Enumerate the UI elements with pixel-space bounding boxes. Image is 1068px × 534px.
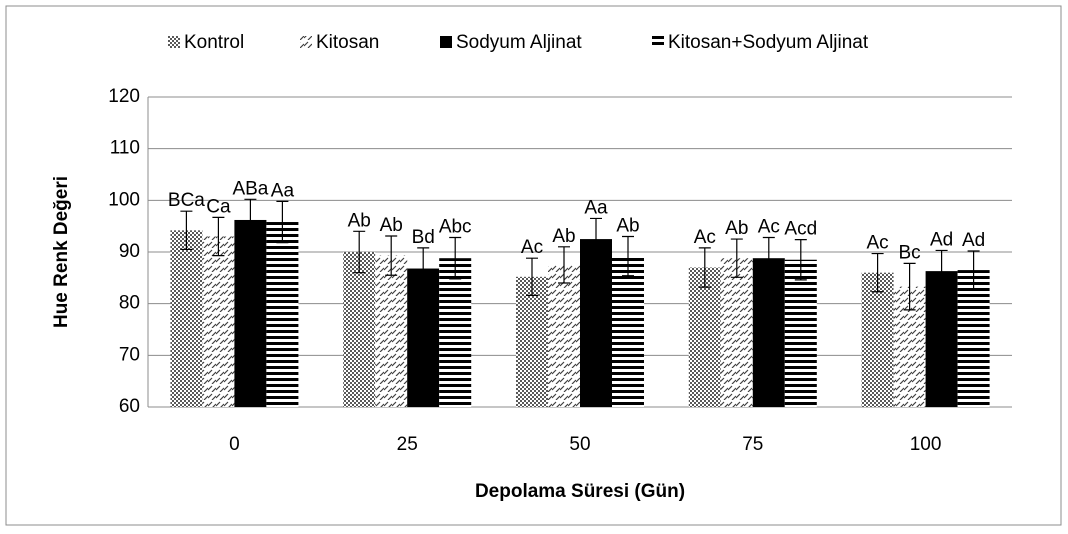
- y-tick-label: 80: [119, 293, 140, 314]
- bar: [720, 258, 753, 407]
- y-tick-label: 90: [119, 241, 140, 262]
- legend-swatch: [168, 36, 180, 48]
- error-bar: [903, 262, 916, 311]
- error-bar: [385, 235, 398, 276]
- bar: [548, 264, 580, 407]
- x-tick-label: 50: [569, 434, 590, 455]
- legend-label: Kitosan: [316, 32, 379, 53]
- data-label: Ac: [521, 237, 543, 258]
- data-label: Aa: [584, 197, 608, 218]
- error-bar: [244, 198, 257, 242]
- error-bar: [180, 210, 193, 251]
- x-axis-label: Depolama Süresi (Gün): [475, 481, 685, 502]
- bar: [688, 267, 721, 407]
- bar: [752, 258, 785, 407]
- y-tick-label: 70: [119, 344, 140, 365]
- data-label: ABa: [232, 178, 268, 199]
- x-tick-label: 100: [910, 434, 942, 455]
- error-bar: [967, 250, 980, 290]
- bar: [375, 255, 408, 407]
- bar: [202, 236, 235, 407]
- y-tick-label: 60: [119, 396, 140, 417]
- data-label: Ac: [758, 217, 780, 238]
- bar: [439, 258, 472, 407]
- data-label: Ab: [725, 218, 748, 239]
- data-label: Ca: [206, 196, 231, 217]
- error-bar: [558, 246, 570, 284]
- bar: [170, 230, 203, 407]
- data-label: Ab: [380, 215, 403, 236]
- error-bar: [449, 236, 462, 280]
- x-tick-label: 75: [742, 434, 763, 455]
- error-bar: [590, 217, 602, 261]
- bar: [580, 239, 612, 407]
- legend-label: Kitosan+Sodyum Aljinat: [668, 32, 869, 53]
- data-label: Acd: [784, 219, 817, 240]
- error-bar: [212, 216, 225, 257]
- error-bar: [762, 236, 775, 280]
- error-bar: [935, 249, 948, 293]
- bar: [861, 272, 894, 407]
- y-axis-label: Hue Renk Değeri: [51, 176, 72, 328]
- legend-label: Kontrol: [184, 32, 244, 53]
- bar: [407, 268, 440, 407]
- legend-swatch: [440, 36, 452, 48]
- legend-swatch: [300, 36, 312, 48]
- error-bar: [871, 252, 884, 293]
- data-label: Ad: [930, 229, 953, 250]
- data-label: Ab: [348, 210, 371, 231]
- chart-frame: [5, 5, 1062, 526]
- y-tick-label: 100: [108, 189, 140, 210]
- error-bar: [353, 230, 366, 274]
- data-label: Aa: [271, 180, 295, 201]
- data-label: Ab: [552, 226, 575, 247]
- data-label: Bd: [412, 227, 435, 248]
- error-bar: [276, 200, 289, 244]
- bar: [784, 259, 817, 407]
- bar: [612, 256, 644, 407]
- bar: [343, 252, 376, 407]
- bar: [516, 276, 548, 407]
- bar: [234, 219, 267, 407]
- x-tick-label: 25: [397, 434, 418, 455]
- x-tick-label: 0: [229, 434, 240, 455]
- error-bar: [698, 247, 711, 288]
- y-tick-label: 120: [108, 86, 140, 107]
- error-bar: [794, 239, 807, 281]
- data-label: BCa: [168, 190, 205, 211]
- data-label: Bc: [899, 242, 921, 263]
- error-bar: [526, 257, 538, 296]
- bar: [266, 222, 299, 407]
- bar: [925, 271, 958, 407]
- error-bar: [417, 247, 430, 290]
- bar: [957, 270, 990, 407]
- legend-label: Sodyum Aljinat: [456, 32, 582, 53]
- data-label: Ab: [616, 216, 639, 237]
- error-bar: [622, 235, 634, 277]
- error-bar: [730, 238, 743, 278]
- y-tick-label: 110: [110, 138, 140, 159]
- data-label: Ac: [694, 227, 716, 248]
- data-label: Ac: [867, 233, 889, 254]
- data-label: Ad: [962, 230, 985, 251]
- data-label: Abc: [439, 217, 472, 238]
- legend-swatch: [652, 36, 664, 48]
